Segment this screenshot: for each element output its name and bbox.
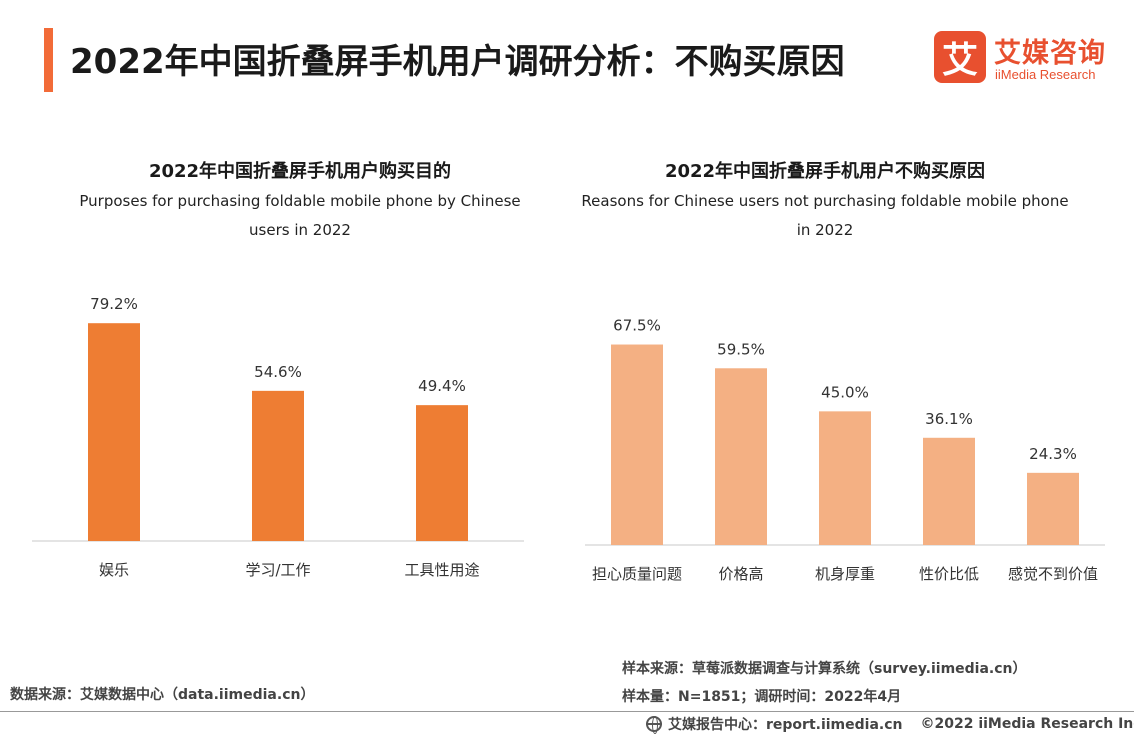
globe-icon bbox=[646, 716, 662, 734]
right-bar-3 bbox=[819, 411, 871, 545]
right-bar-1 bbox=[611, 344, 663, 545]
left-bar-1 bbox=[88, 323, 140, 541]
right-category-label-5: 感觉不到价值 bbox=[1008, 565, 1098, 583]
right-value-label-5: 24.3% bbox=[1029, 445, 1077, 463]
right-category-label-4: 性价比低 bbox=[919, 565, 979, 583]
right-category-label-2: 价格高 bbox=[718, 565, 763, 583]
logo-name-en: iiMedia Research bbox=[995, 67, 1096, 82]
sample-size-note: 样本量：N=1851；调研时间：2022年4月 bbox=[622, 689, 902, 705]
left-value-label-1: 79.2% bbox=[90, 295, 138, 313]
left-chart-subtitle: Purposes for purchasing foldable mobile … bbox=[40, 187, 560, 245]
right-value-label-1: 67.5% bbox=[613, 317, 661, 335]
left-chart-title: 2022年中国折叠屏手机用户购买目的 bbox=[148, 161, 452, 182]
right-bar-5 bbox=[1027, 472, 1079, 545]
right-value-label-3: 45.0% bbox=[821, 383, 869, 401]
right-value-label-4: 36.1% bbox=[925, 410, 973, 428]
left-category-label-1: 娱乐 bbox=[99, 561, 129, 579]
left-chart-subtitle-line-1: Purposes for purchasing foldable mobile … bbox=[79, 192, 521, 210]
left-chart-subtitle-line-2: users in 2022 bbox=[249, 221, 351, 239]
footer-report-line: 艾媒报告中心：report.iimedia.cn ©2022 iiMedia R… bbox=[646, 714, 1134, 734]
right-chart-title: 2022年中国折叠屏手机用户不购买原因 bbox=[664, 161, 986, 182]
footer-divider bbox=[0, 711, 1134, 712]
copyright-text: ©2022 iiMedia Research Inc bbox=[920, 716, 1134, 732]
left-value-label-3: 49.4% bbox=[418, 377, 466, 395]
report-center-link[interactable]: 艾媒报告中心：report.iimedia.cn bbox=[668, 717, 903, 733]
data-source-note: 数据来源：艾媒数据中心（data.iimedia.cn） bbox=[10, 687, 315, 703]
left-value-label-2: 54.6% bbox=[254, 363, 302, 381]
right-value-label-2: 59.5% bbox=[717, 340, 765, 358]
left-bar-2 bbox=[252, 390, 304, 541]
logo-name-cn: 艾媒咨询 bbox=[994, 38, 1106, 69]
right-bar-2 bbox=[715, 368, 767, 545]
right-chart-subtitle-line-1: Reasons for Chinese users not purchasing… bbox=[581, 192, 1069, 210]
left-category-label-3: 工具性用途 bbox=[404, 561, 479, 579]
left-bar-3 bbox=[416, 405, 468, 541]
logo-mark: 艾 bbox=[934, 31, 986, 83]
left-category-label-2: 学习/工作 bbox=[245, 561, 310, 579]
right-category-label-3: 机身厚重 bbox=[815, 565, 875, 583]
right-chart-subtitle-line-2: in 2022 bbox=[796, 221, 854, 239]
iimedia-logo: 艾 艾媒咨询 iiMedia Research bbox=[934, 31, 1124, 87]
sample-source-note: 样本来源：草莓派数据调查与计算系统（survey.iimedia.cn） bbox=[622, 661, 1027, 677]
right-category-label-1: 担心质量问题 bbox=[592, 565, 682, 583]
page-title: 2022年中国折叠屏手机用户调研分析：不购买原因 bbox=[70, 42, 845, 82]
right-bar-4 bbox=[923, 437, 975, 545]
title-accent-bar bbox=[44, 28, 53, 92]
right-chart-subtitle: Reasons for Chinese users not purchasing… bbox=[565, 187, 1085, 245]
